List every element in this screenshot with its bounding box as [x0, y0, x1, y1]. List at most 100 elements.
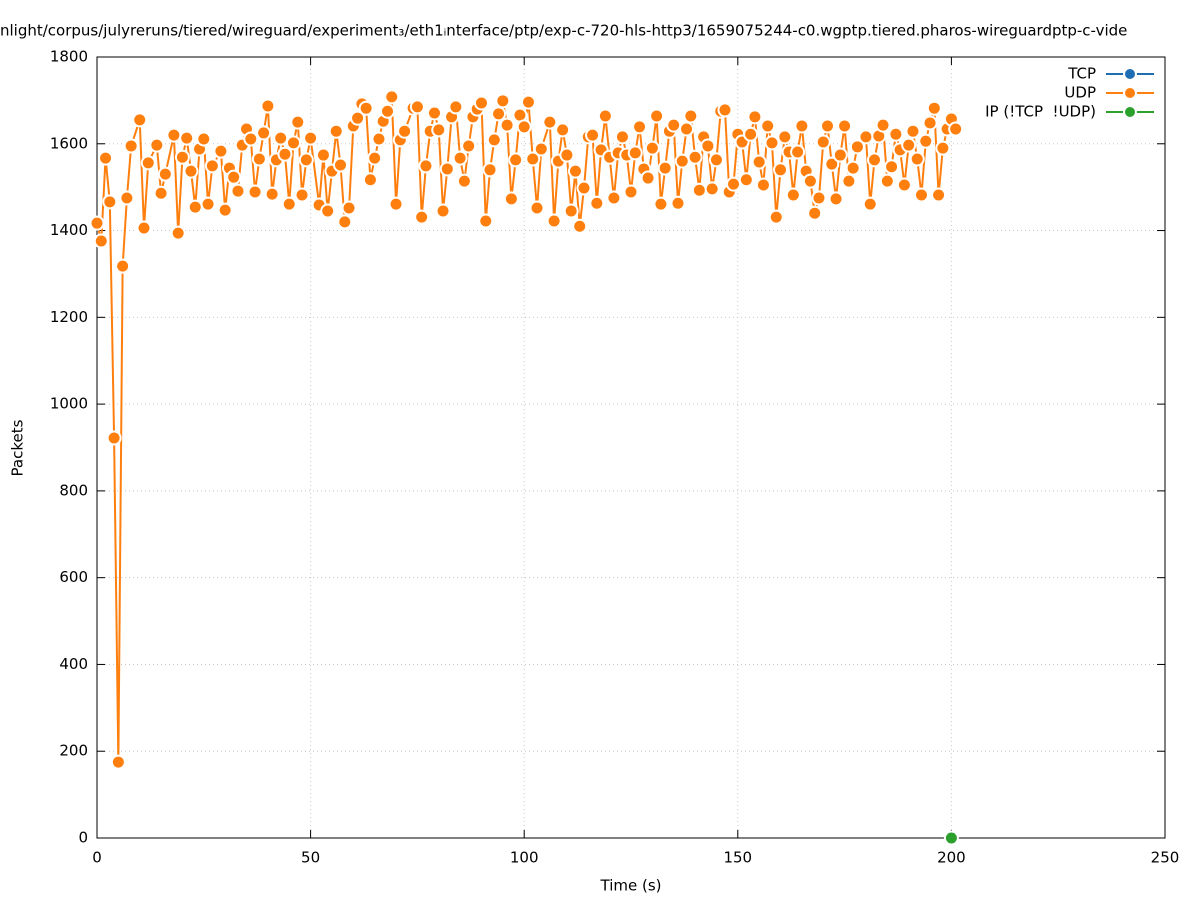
- data-point: [179, 130, 195, 146]
- data-point: [533, 141, 549, 157]
- data-point: [614, 129, 630, 145]
- data-point: [486, 132, 502, 148]
- x-tick-label: 250: [1151, 849, 1180, 867]
- data-point: [918, 133, 934, 149]
- data-point: [546, 213, 562, 229]
- x-axis-label: Time (s): [600, 877, 662, 895]
- data-point: [196, 131, 212, 147]
- data-point: [379, 103, 395, 119]
- data-point: [820, 118, 836, 134]
- data-point: [333, 157, 349, 173]
- data-point: [909, 151, 925, 167]
- data-point: [217, 202, 233, 218]
- legend-marker: [1123, 67, 1137, 81]
- data-point: [170, 225, 186, 241]
- data-point: [115, 258, 131, 274]
- data-point: [290, 114, 306, 130]
- data-point: [785, 187, 801, 203]
- data-point: [226, 169, 242, 185]
- data-point: [623, 184, 639, 200]
- data-point: [140, 155, 156, 171]
- x-tick-label: 50: [301, 849, 320, 867]
- data-point: [213, 143, 229, 159]
- data-point: [704, 181, 720, 197]
- data-point: [828, 191, 844, 207]
- data-point: [773, 162, 789, 178]
- data-point: [98, 150, 114, 166]
- data-point: [807, 205, 823, 221]
- data-point: [824, 156, 840, 172]
- data-point: [281, 196, 297, 212]
- data-point: [371, 131, 387, 147]
- data-point: [841, 173, 857, 189]
- data-point: [409, 99, 425, 115]
- data-point: [461, 138, 477, 154]
- y-tick-label: 800: [59, 481, 88, 499]
- data-point: [931, 187, 947, 203]
- data-point: [644, 140, 660, 156]
- data-point: [627, 145, 643, 161]
- x-tick-label: 150: [723, 849, 752, 867]
- data-point: [508, 152, 524, 168]
- data-point: [89, 215, 105, 231]
- data-point: [896, 177, 912, 193]
- legend-label: TCP: [1067, 65, 1096, 83]
- data-point: [452, 150, 468, 166]
- data-point: [482, 162, 498, 178]
- data-point: [320, 203, 336, 219]
- data-point: [542, 114, 558, 130]
- data-point: [589, 195, 605, 211]
- data-point: [764, 135, 780, 151]
- data-point: [948, 121, 964, 137]
- data-point: [576, 180, 592, 196]
- data-point: [520, 94, 536, 110]
- data-point: [136, 220, 152, 236]
- data-point: [243, 131, 259, 147]
- data-point: [559, 147, 575, 163]
- y-tick-label: 1800: [50, 48, 88, 66]
- data-point: [901, 137, 917, 153]
- data-point: [802, 173, 818, 189]
- data-point: [708, 152, 724, 168]
- data-point: [879, 173, 895, 189]
- x-tick-label: 200: [937, 849, 966, 867]
- y-tick-label: 0: [78, 829, 88, 847]
- data-point: [388, 196, 404, 212]
- data-point: [93, 233, 109, 249]
- data-point: [555, 122, 571, 138]
- data-point: [755, 177, 771, 193]
- legend-marker: [1123, 86, 1137, 100]
- data-point: [358, 100, 374, 116]
- data-point: [478, 213, 494, 229]
- data-point: [315, 147, 331, 163]
- data-point: [439, 161, 455, 177]
- data-point: [790, 144, 806, 160]
- data-point: [674, 153, 690, 169]
- data-point: [811, 190, 827, 206]
- data-point: [606, 190, 622, 206]
- data-point: [738, 172, 754, 188]
- data-point: [743, 126, 759, 142]
- data-point: [337, 214, 353, 230]
- data-point: [251, 151, 267, 167]
- data-point: [862, 196, 878, 212]
- data-point: [760, 118, 776, 134]
- y-tick-label: 1000: [50, 395, 88, 413]
- data-point: [832, 147, 848, 163]
- data-point: [204, 158, 220, 174]
- data-point: [572, 218, 588, 234]
- data-point: [777, 129, 793, 145]
- data-point: [563, 203, 579, 219]
- data-point: [585, 127, 601, 143]
- data-point: [328, 123, 344, 139]
- data-point: [362, 172, 378, 188]
- data-point: [200, 196, 216, 212]
- data-point: [687, 149, 703, 165]
- data-point: [157, 166, 173, 182]
- data-point: [926, 100, 942, 116]
- data-point: [260, 98, 276, 114]
- data-point: [350, 110, 366, 126]
- data-point: [875, 117, 891, 133]
- data-point: [632, 119, 648, 135]
